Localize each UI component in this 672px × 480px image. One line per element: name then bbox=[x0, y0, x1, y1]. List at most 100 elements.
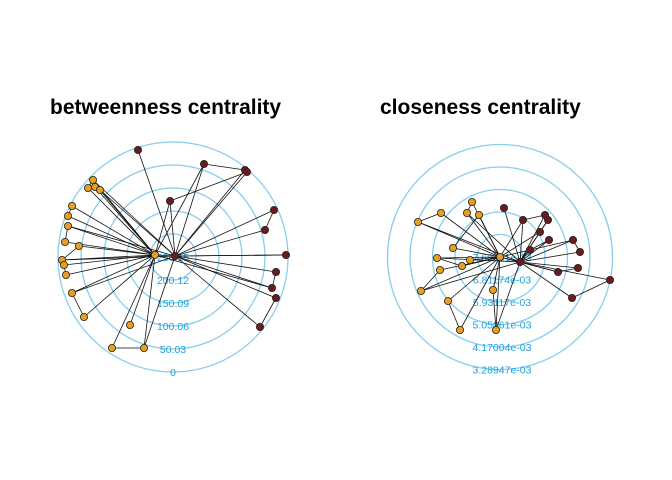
node bbox=[568, 293, 577, 302]
edge bbox=[519, 261, 579, 269]
edge bbox=[447, 256, 501, 302]
edge bbox=[519, 251, 581, 263]
edge bbox=[78, 245, 156, 256]
node bbox=[271, 293, 280, 302]
edge bbox=[87, 187, 156, 256]
edge bbox=[169, 200, 176, 257]
node bbox=[139, 343, 148, 352]
node bbox=[84, 183, 93, 192]
edge bbox=[495, 256, 501, 331]
node bbox=[199, 159, 208, 168]
node bbox=[569, 235, 578, 244]
edge bbox=[478, 214, 501, 258]
edge bbox=[420, 256, 501, 292]
edge bbox=[519, 239, 574, 263]
edge bbox=[99, 189, 156, 256]
ring bbox=[126, 210, 220, 304]
ring-label: 3.28947e-03 bbox=[473, 364, 532, 376]
ring bbox=[409, 166, 591, 348]
edge bbox=[466, 212, 501, 258]
edge bbox=[67, 215, 156, 256]
edge bbox=[420, 269, 441, 292]
node bbox=[64, 221, 73, 230]
ring-label: 6.81174e-03 bbox=[473, 274, 531, 286]
node bbox=[465, 255, 474, 264]
node bbox=[554, 267, 563, 276]
edge bbox=[452, 247, 501, 258]
edge bbox=[440, 212, 501, 258]
node bbox=[432, 253, 441, 262]
node bbox=[435, 265, 444, 274]
node bbox=[544, 215, 553, 224]
edge bbox=[169, 171, 248, 202]
edge bbox=[174, 255, 261, 328]
edge bbox=[137, 149, 176, 257]
edge bbox=[143, 255, 176, 349]
edge bbox=[63, 254, 156, 266]
node bbox=[516, 257, 525, 266]
ring-label: 5.93117e-03 bbox=[473, 297, 531, 309]
ring-label: 50.03 bbox=[160, 344, 186, 356]
node bbox=[269, 205, 278, 214]
panel-title: betweenness centrality bbox=[50, 96, 281, 119]
ring bbox=[80, 164, 266, 350]
ring-label: 0 bbox=[170, 367, 176, 379]
node bbox=[448, 243, 457, 252]
node bbox=[165, 196, 174, 205]
node bbox=[488, 285, 497, 294]
node bbox=[150, 250, 159, 259]
edge bbox=[174, 254, 287, 257]
edge bbox=[154, 163, 205, 256]
edge bbox=[154, 200, 171, 256]
node bbox=[455, 325, 464, 334]
edge bbox=[143, 254, 156, 349]
edge bbox=[83, 254, 156, 318]
node bbox=[242, 167, 251, 176]
node bbox=[108, 343, 117, 352]
edge bbox=[71, 292, 85, 318]
edge bbox=[436, 257, 521, 263]
node bbox=[89, 175, 98, 184]
node bbox=[62, 270, 71, 279]
edge bbox=[436, 257, 463, 267]
edge bbox=[174, 171, 248, 257]
edge bbox=[519, 214, 546, 263]
node bbox=[491, 325, 500, 334]
node bbox=[255, 322, 264, 331]
node bbox=[519, 215, 528, 224]
node bbox=[96, 185, 105, 194]
node bbox=[60, 260, 69, 269]
node bbox=[526, 245, 535, 254]
edge bbox=[447, 300, 461, 331]
edge bbox=[203, 163, 246, 171]
node bbox=[462, 208, 471, 217]
ring-label: 100.06 bbox=[157, 321, 189, 333]
edge bbox=[499, 219, 524, 258]
edge bbox=[65, 254, 156, 276]
edge bbox=[111, 254, 156, 349]
edge bbox=[417, 221, 501, 258]
ring-label: 4.17004e-03 bbox=[473, 342, 532, 354]
ring-label: 200.12 bbox=[157, 275, 189, 287]
edge bbox=[519, 239, 550, 263]
node bbox=[606, 275, 615, 284]
node bbox=[260, 225, 269, 234]
node bbox=[80, 312, 89, 321]
node bbox=[413, 217, 422, 226]
ring bbox=[386, 143, 614, 371]
edge bbox=[417, 212, 442, 223]
edge bbox=[174, 163, 205, 257]
node bbox=[133, 145, 142, 154]
edge bbox=[174, 255, 277, 299]
ring bbox=[103, 187, 243, 327]
edge bbox=[259, 297, 277, 328]
ring-label: 150.09 bbox=[157, 298, 189, 310]
edge bbox=[499, 239, 574, 258]
node bbox=[64, 211, 73, 220]
edge bbox=[469, 256, 501, 261]
edge bbox=[466, 212, 521, 263]
ring bbox=[454, 211, 546, 303]
node bbox=[443, 296, 452, 305]
node bbox=[499, 203, 508, 212]
